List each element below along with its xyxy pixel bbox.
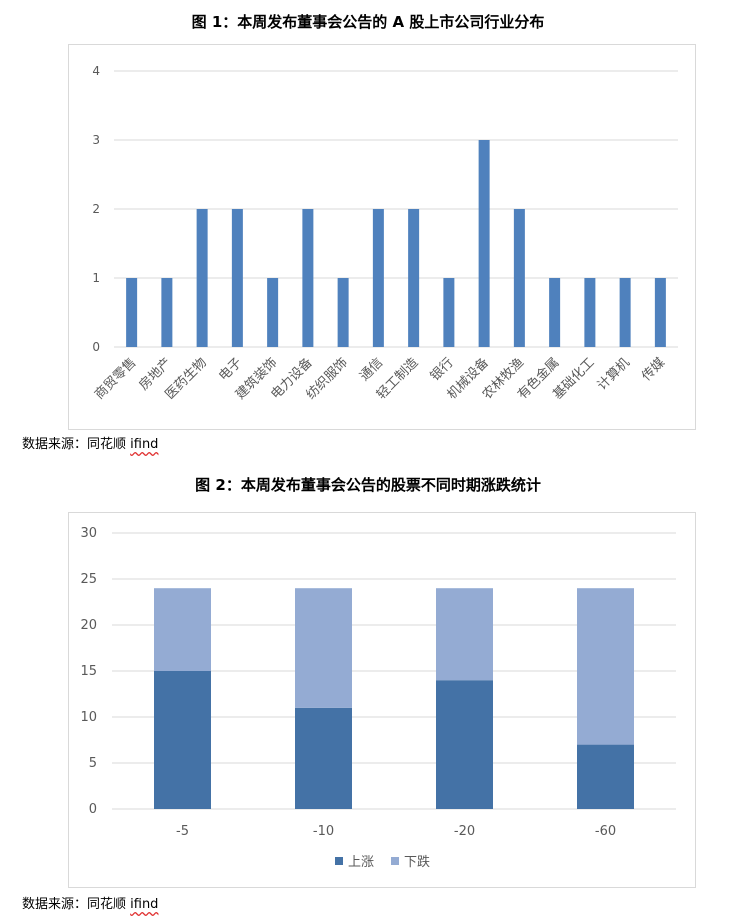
y-tick-label: 5 (89, 756, 97, 771)
y-tick-label: 1 (92, 271, 100, 285)
source-brand: ifind (130, 897, 159, 912)
bar-有色金属 (549, 278, 561, 347)
y-tick-label: 4 (92, 64, 100, 78)
x-tick-label: 银行 (428, 355, 457, 384)
bar-银行 (443, 278, 455, 347)
bar-医药生物 (196, 209, 208, 347)
bar-机械设备 (478, 140, 490, 347)
x-tick-label: 传媒 (639, 355, 668, 384)
y-tick-label: 3 (92, 133, 100, 147)
bar-电力设备 (302, 209, 314, 347)
x-tick-label: 电子 (216, 355, 245, 384)
source-prefix: 数据来源：同花顺 (22, 437, 131, 452)
y-tick-label: 0 (89, 802, 97, 817)
bar-计算机 (619, 278, 631, 347)
y-tick-label: 30 (80, 526, 97, 541)
legend-label-上涨: 上涨 (348, 855, 374, 870)
bar-下跌--20 (436, 588, 493, 681)
x-tick-label: -5 (176, 824, 189, 839)
bar-轻工制造 (408, 209, 420, 347)
y-tick-label: 20 (80, 618, 97, 633)
figure1-source: 数据来源：同花顺 ifind (22, 433, 158, 452)
bar-农林牧渔 (513, 209, 525, 347)
chart2-svg: 0 5 10 15 20 25 30 -5 -10 -20 -60 上涨 下跌 (80, 526, 676, 870)
source-brand: ifind (130, 437, 159, 452)
y-tick-label: 2 (92, 202, 100, 216)
figure2-title: 图 2：本周发布董事会公告的股票不同时期涨跌统计 (195, 476, 541, 494)
bar-上涨--10 (295, 707, 352, 809)
x-tick-label: 商贸零售 (91, 355, 139, 403)
bar-通信 (372, 209, 384, 347)
bar-传媒 (654, 278, 666, 347)
bar-下跌--5 (154, 588, 211, 671)
x-tick-label: -20 (454, 824, 475, 839)
bar-下跌--10 (295, 588, 352, 708)
x-tick-label: -10 (313, 824, 334, 839)
figure2-source: 数据来源：同花顺 ifind (22, 893, 158, 912)
x-tick-label: 通信 (357, 355, 386, 384)
y-tick-label: 10 (80, 710, 97, 725)
bar-电子 (231, 209, 243, 347)
x-tick-label: 计算机 (595, 355, 633, 393)
x-tick-label: -60 (595, 824, 616, 839)
legend-swatch-上涨 (335, 857, 343, 865)
bar-上涨--5 (154, 671, 211, 809)
bar-建筑装饰 (267, 278, 279, 347)
chart1-frame: 0 1 2 3 4 商贸零售 房地产 医药生物 电子 建筑装饰 电力设备 纺织服饰 通信 轻工制造 银行 机械… (68, 44, 696, 430)
figure1-title: 图 1：本周发布董事会公告的 A 股上市公司行业分布 (191, 13, 545, 31)
chart2-frame: 0 5 10 15 20 25 30 -5 -10 -20 -60 上涨 下跌 (68, 512, 696, 888)
y-tick-label: 15 (80, 664, 97, 679)
legend-swatch-下跌 (391, 857, 399, 865)
bar-纺织服饰 (337, 278, 349, 347)
source-prefix: 数据来源：同花顺 (22, 897, 131, 912)
y-tick-label: 0 (92, 340, 100, 354)
bar-下跌--60 (577, 588, 634, 745)
bar-上涨--60 (577, 744, 634, 809)
legend-label-下跌: 下跌 (404, 854, 430, 870)
bar-上涨--20 (436, 680, 493, 809)
bar-房地产 (161, 278, 173, 347)
bar-基础化工 (584, 278, 596, 347)
y-tick-label: 25 (80, 572, 97, 587)
bar-商贸零售 (126, 278, 138, 347)
